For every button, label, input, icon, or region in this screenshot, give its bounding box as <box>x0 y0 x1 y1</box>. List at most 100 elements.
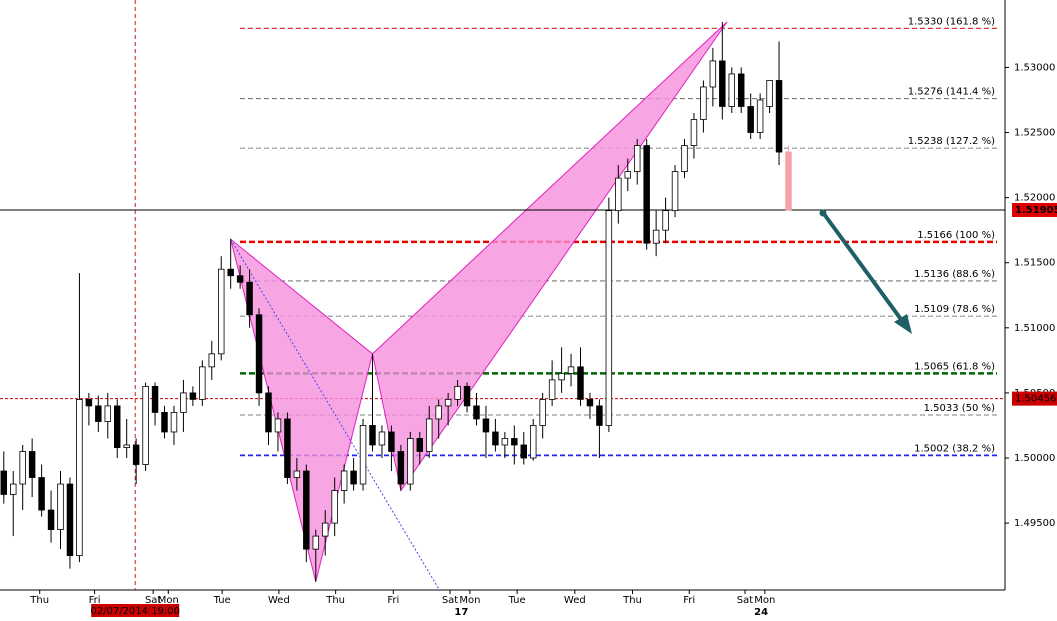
x-tick-label: Fri <box>683 595 695 606</box>
candle-body <box>416 438 424 452</box>
candle-body <box>161 412 168 433</box>
candle-body <box>227 268 234 277</box>
x-tick-label: Wed <box>564 595 586 606</box>
candle-body <box>388 431 395 452</box>
cursor-price-label: 1.50456 <box>1015 394 1056 405</box>
candle-body <box>756 99 764 133</box>
candle-body <box>511 438 518 446</box>
candle-body <box>142 385 149 465</box>
y-tick-label: 1.49500 <box>1014 518 1055 529</box>
candle-body <box>558 372 565 381</box>
candle-body <box>520 444 528 459</box>
fib-label: 1.5109 (78.6 %) <box>914 304 995 315</box>
arrow-head <box>894 314 912 334</box>
candle-body <box>208 353 216 368</box>
candle-body <box>19 451 26 485</box>
date-tick-label: 17 <box>454 607 468 618</box>
candle-body <box>9 483 17 495</box>
fib-label: 1.5238 (127.2 %) <box>908 136 995 147</box>
candle-body <box>501 438 509 446</box>
y-tick-label: 1.52500 <box>1014 128 1055 139</box>
candle-body <box>633 145 641 172</box>
candle-body <box>728 73 736 107</box>
fib-label: 1.5065 (61.8 %) <box>914 361 995 372</box>
candle-body <box>265 392 272 433</box>
candle-body <box>85 399 93 407</box>
candle-body <box>624 171 632 179</box>
candle-body <box>199 366 206 400</box>
date-tick-label: 24 <box>754 607 768 618</box>
candle-body <box>407 438 414 485</box>
candle-body <box>681 145 688 172</box>
y-tick-label: 1.51000 <box>1014 323 1055 334</box>
candle-body <box>331 490 338 524</box>
candle-body <box>567 366 575 374</box>
candle-body <box>284 418 291 478</box>
candle-body <box>38 477 45 511</box>
y-tick-label: 1.52000 <box>1014 193 1055 204</box>
candle-body <box>113 405 121 448</box>
candle-body <box>492 431 499 446</box>
x-tick-label: Thu <box>622 595 642 606</box>
candle-body <box>340 470 348 491</box>
candle-body <box>104 405 112 422</box>
candle-body <box>359 425 367 485</box>
x-tick-label: Mon <box>754 595 775 606</box>
candle-body <box>350 470 357 485</box>
price-box <box>1012 391 1057 406</box>
candle-body <box>577 366 584 400</box>
trend-line <box>230 239 441 592</box>
candle-body <box>548 379 556 400</box>
candle-body <box>775 80 783 153</box>
candle-body <box>529 425 537 459</box>
candle-body <box>303 470 310 550</box>
candle-body <box>690 119 698 146</box>
fib-label: 1.5033 (50 %) <box>924 403 995 414</box>
candle-body <box>66 483 74 557</box>
arrow-tail <box>819 209 827 217</box>
candle-body <box>482 418 490 433</box>
candle-body <box>0 470 8 495</box>
x-tick-label: Wed <box>268 595 290 606</box>
y-tick-label: 1.53000 <box>1014 62 1055 73</box>
candle-body <box>76 399 83 557</box>
candle-body <box>246 281 253 316</box>
forecast-arrow <box>822 212 905 324</box>
candle-body <box>378 431 386 446</box>
candle-body <box>719 60 726 107</box>
candle-body <box>321 522 329 537</box>
candle-body <box>747 106 754 133</box>
y-tick-label: 1.50000 <box>1014 453 1055 464</box>
candle-body <box>643 145 650 244</box>
candle-body <box>605 210 613 426</box>
candle-body <box>255 314 263 394</box>
cursor-date-label: 02/07/2014 19:00 <box>90 606 180 617</box>
candle-body <box>473 405 480 420</box>
x-tick-label: Fri <box>387 595 399 606</box>
candle-body <box>700 86 707 120</box>
fib-label: 1.5166 (100 %) <box>917 230 995 241</box>
candle-body <box>662 210 669 231</box>
candle-body <box>435 405 442 420</box>
x-tick-label: Sat <box>737 595 753 606</box>
x-tick-label: Sat <box>442 595 458 606</box>
candle-body <box>95 405 102 422</box>
candle-body <box>463 385 471 407</box>
candle-body <box>123 444 130 448</box>
candle-body <box>217 268 225 355</box>
candle-body <box>766 80 773 107</box>
candle-body <box>397 451 405 485</box>
x-tick-label: Thu <box>325 595 345 606</box>
x-tick-label: Mon <box>459 595 480 606</box>
y-tick-label: 1.51500 <box>1014 258 1055 269</box>
candle-body <box>785 151 792 211</box>
candle-body <box>180 392 187 413</box>
x-tick-label: Mon <box>158 595 179 606</box>
fib-label: 1.5002 (38.2 %) <box>914 443 995 454</box>
candle-body <box>312 535 320 550</box>
candle-body <box>132 444 140 465</box>
candle-body <box>236 275 244 283</box>
date-box <box>91 604 180 617</box>
